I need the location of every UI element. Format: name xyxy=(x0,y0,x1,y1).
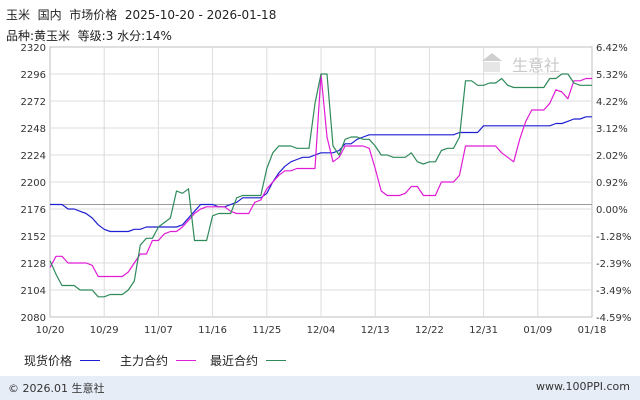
watermark-logo-roof xyxy=(482,53,502,61)
x-tick-label: 12/31 xyxy=(469,325,498,336)
watermark-logo: 生意社 xyxy=(482,53,560,75)
chart-subtitle: 品种:黄玉米 等级:3 水分:14% xyxy=(6,29,172,43)
series-line-latest xyxy=(49,73,592,298)
y-left-tick-label: 2200 xyxy=(21,178,46,189)
y-right-tick-label: 6.42% xyxy=(596,43,628,54)
x-ticks: 10/20 10/29 11/07 11/16 11/25 12/04 12/13 12/22… xyxy=(36,325,607,336)
x-tick-label: 12/13 xyxy=(361,325,390,336)
y-left-tick-label: 2272 xyxy=(21,97,46,108)
y-left-tick-label: 2152 xyxy=(21,232,46,243)
y-right-tick-label: -1.28% xyxy=(596,232,631,243)
y-left-tick-label: 2248 xyxy=(21,124,46,135)
price-chart: 生意社 2320 2296 2272 2248 2224 2200 2176 2152 2128… xyxy=(21,43,632,336)
x-tick-label: 10/29 xyxy=(90,325,119,336)
y-left-tick-label: 2080 xyxy=(21,313,46,324)
legend-swatch-spot xyxy=(80,360,101,361)
y-left-tick-label: 2176 xyxy=(21,205,46,216)
grid xyxy=(50,47,592,317)
watermark-logo-body xyxy=(484,62,500,72)
x-tick-label: 10/20 xyxy=(36,325,65,336)
y-left-tick-label: 2104 xyxy=(21,286,46,297)
x-tick-label: 12/22 xyxy=(415,325,444,336)
y-left-tick-label: 2296 xyxy=(21,70,46,81)
x-tick-label: 01/09 xyxy=(523,325,552,336)
y-right-tick-label: 2.02% xyxy=(596,151,628,162)
site-link[interactable]: www.100PPI.com xyxy=(536,380,630,393)
y-right-tick-label: 0.00% xyxy=(596,205,628,216)
x-tick-label: 01/18 xyxy=(578,325,607,336)
y-right-tick-label: 5.32% xyxy=(596,70,628,81)
chart-title: 玉米 国内 市场价格 2025-10-20 - 2026-01-18 xyxy=(6,8,277,22)
copyright-text: © 2026.01 生意社 xyxy=(8,382,105,395)
y-left-ticks: 2320 2296 2272 2248 2224 2200 2176 2152 2128 2104… xyxy=(21,43,46,324)
y-left-tick-label: 2224 xyxy=(21,151,46,162)
series-line-spot xyxy=(50,116,592,233)
y-right-tick-label: -4.59% xyxy=(596,313,631,324)
y-left-tick-label: 2128 xyxy=(21,259,46,270)
legend-item-main: 主力合约 xyxy=(120,352,197,369)
x-tick-label: 11/07 xyxy=(144,325,173,336)
legend-label-latest: 最近合约 xyxy=(210,354,259,368)
y-right-ticks: 6.42% 5.32% 4.22% 3.12% 2.02% 0.92% 0.00% -1.28… xyxy=(596,43,631,324)
footer-bar: © 2026.01 生意社 www.100PPI.com xyxy=(0,376,640,400)
legend-swatch-latest xyxy=(266,360,287,361)
y-right-tick-label: -2.39% xyxy=(596,259,631,270)
legend-swatch-main xyxy=(176,360,197,361)
legend-label-spot: 现货价格 xyxy=(24,354,73,368)
x-tick-label: 12/04 xyxy=(307,325,336,336)
x-tick-label: 11/25 xyxy=(252,325,281,336)
legend-item-spot: 现货价格 xyxy=(24,352,101,369)
y-right-tick-label: 3.12% xyxy=(596,124,628,135)
y-right-tick-label: -3.49% xyxy=(596,286,631,297)
y-right-tick-label: 4.22% xyxy=(596,97,628,108)
y-left-tick-label: 2320 xyxy=(21,43,46,54)
legend-item-latest: 最近合约 xyxy=(210,352,287,369)
y-right-tick-label: 0.92% xyxy=(596,178,628,189)
legend-label-main: 主力合约 xyxy=(120,354,169,368)
series-lines xyxy=(49,73,592,298)
x-tick-label: 11/16 xyxy=(198,325,227,336)
watermark-text: 生意社 xyxy=(512,56,560,75)
